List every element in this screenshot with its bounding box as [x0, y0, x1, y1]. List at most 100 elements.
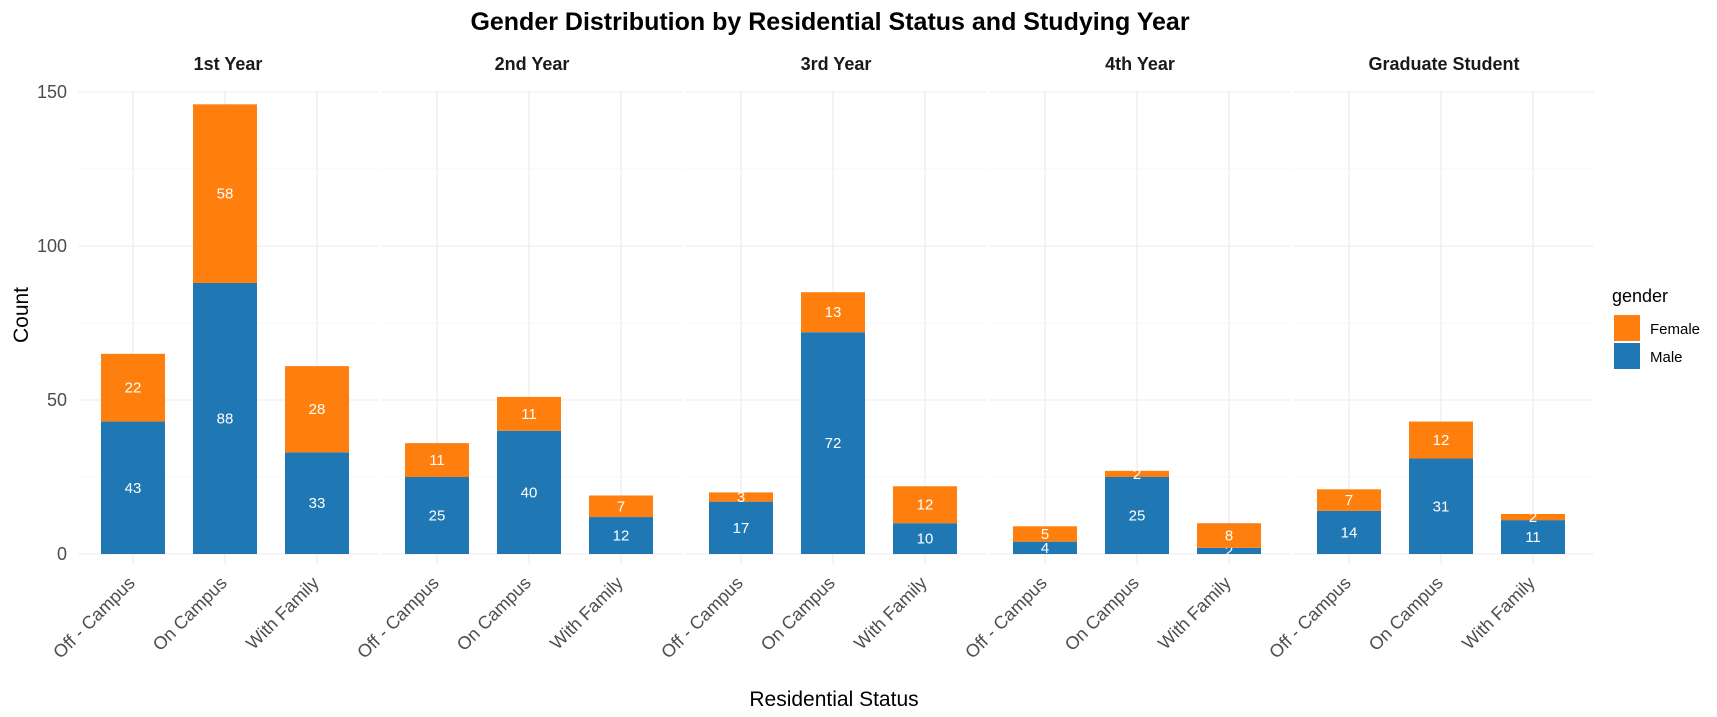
- bar-value-label: 58: [217, 186, 234, 203]
- bar-value-label: 28: [309, 401, 326, 418]
- bar-segment-male: [193, 282, 257, 554]
- bar-value-label: 7: [1345, 492, 1353, 509]
- bar-value-label: 2: [1225, 543, 1233, 560]
- y-axis-title: Count: [10, 287, 33, 343]
- bar-value-label: 5: [1041, 526, 1049, 543]
- bar-value-label: 12: [917, 497, 934, 514]
- bar-value-label: 43: [125, 480, 142, 497]
- bar-segment-male: [1501, 520, 1565, 554]
- facet-strip-label: 2nd Year: [495, 54, 570, 74]
- bar-value-label: 17: [733, 520, 750, 537]
- x-tick-label: On Campus: [1061, 573, 1143, 655]
- bar-segment-male: [709, 501, 773, 554]
- bar-segment-male: [1317, 510, 1381, 554]
- bar-segment-female: [1317, 489, 1381, 511]
- facet-strip-label: 1st Year: [194, 54, 263, 74]
- bar-segment-male: [1409, 458, 1473, 554]
- bar-value-label: 11: [1525, 529, 1541, 546]
- bar-segment-female: [801, 292, 865, 333]
- bar-value-label: 11: [521, 406, 537, 423]
- bar-value-label: 14: [1341, 524, 1358, 541]
- bar-segment-female: [405, 443, 469, 477]
- legend-title: gender: [1612, 286, 1668, 306]
- bar-value-label: 12: [613, 528, 630, 545]
- bar-segment-male: [893, 523, 957, 554]
- x-tick-label: On Campus: [453, 573, 535, 655]
- legend-label-male: Male: [1650, 349, 1683, 366]
- bar-segment-female: [1409, 421, 1473, 459]
- legend: gender Female Male: [1612, 286, 1700, 369]
- bar-segment-male: [589, 517, 653, 554]
- bar-value-label: 2: [1133, 466, 1141, 483]
- x-tick-label: With Family: [546, 573, 627, 654]
- facet-strip-label: 4th Year: [1105, 54, 1175, 74]
- bar-segment-female: [193, 104, 257, 283]
- y-axis: 0 50 100 150: [37, 82, 67, 564]
- bar-value-label: 10: [917, 531, 934, 548]
- bar-segment-female: [1105, 470, 1169, 477]
- y-tick-label: 150: [37, 82, 67, 102]
- x-tick-label: Off - Campus: [353, 573, 443, 663]
- bar-segment-male: [285, 452, 349, 554]
- bar-segment-female: [893, 486, 957, 524]
- x-tick-label: With Family: [1458, 573, 1539, 654]
- x-axis-title: Residential Status: [749, 688, 918, 711]
- bar-segment-female: [709, 492, 773, 502]
- bar-segment-female: [497, 396, 561, 431]
- y-tick-label: 100: [37, 236, 67, 256]
- bar-segment-male: [1105, 477, 1169, 554]
- bar-segment-female: [1013, 526, 1077, 542]
- bar-value-label: 72: [825, 435, 842, 452]
- bar-value-label: 11: [429, 452, 445, 469]
- x-tick-label: With Family: [242, 573, 323, 654]
- bar-segment-male: [1197, 547, 1261, 554]
- x-tick-label: On Campus: [1365, 573, 1447, 655]
- bar-value-label: 7: [617, 498, 625, 515]
- bar-value-label: 40: [521, 484, 538, 501]
- x-tick-label: On Campus: [149, 573, 231, 655]
- bar-value-label: 33: [309, 495, 326, 512]
- bar-value-label: 31: [1433, 498, 1450, 515]
- bar-value-label: 3: [737, 489, 745, 506]
- facet-panel: Graduate Student 14 7 Off - Campus 31 12 On Ca…: [1265, 54, 1594, 662]
- bar-segment-male: [801, 332, 865, 554]
- bar-segment-male: [1013, 541, 1077, 554]
- x-tick-label: With Family: [1154, 573, 1235, 654]
- legend-label-female: Female: [1650, 321, 1700, 338]
- bar-segment-female: [1501, 513, 1565, 521]
- bar-value-label: 88: [217, 410, 234, 427]
- y-tick-label: 0: [57, 544, 67, 564]
- facet-panel: 1st Year 43 22 Off - Campus 88 58 On Campus 33 2…: [49, 54, 378, 662]
- bar-segment-female: [285, 366, 349, 453]
- x-tick-label: On Campus: [757, 573, 839, 655]
- bar-value-label: 25: [429, 508, 446, 525]
- x-tick-label: Off - Campus: [657, 573, 747, 663]
- bar-segment-male: [101, 421, 165, 554]
- facet-strip-label: 3rd Year: [801, 54, 872, 74]
- x-tick-label: Off - Campus: [1265, 573, 1355, 663]
- facet-panel: 2nd Year 25 11 Off - Campus 40 11 On Campus 12 7…: [353, 54, 682, 662]
- bar-segment-male: [405, 477, 469, 554]
- facet-strip-label: Graduate Student: [1368, 54, 1519, 74]
- bar-value-label: 2: [1529, 509, 1537, 526]
- bar-segment-female: [1197, 523, 1261, 548]
- bar-value-label: 13: [825, 304, 842, 321]
- bar-value-label: 12: [1433, 432, 1450, 449]
- legend-swatch-female: [1614, 315, 1640, 341]
- x-tick-label: Off - Campus: [49, 573, 139, 663]
- bar-segment-male: [497, 430, 561, 554]
- bar-value-label: 8: [1225, 528, 1233, 545]
- bar-segment-female: [101, 353, 165, 422]
- bar-value-label: 22: [125, 380, 142, 397]
- x-tick-label: With Family: [850, 573, 931, 654]
- facet-panel: 3rd Year 17 3 Off - Campus 72 13 On Campus 10 12…: [657, 54, 986, 662]
- bar-segment-female: [589, 495, 653, 518]
- chart-title: Gender Distribution by Residential Statu…: [470, 8, 1189, 36]
- y-tick-label: 50: [47, 390, 67, 410]
- bar-value-label: 25: [1129, 508, 1146, 525]
- legend-swatch-male: [1614, 343, 1640, 369]
- bar-value-label: 4: [1041, 540, 1049, 557]
